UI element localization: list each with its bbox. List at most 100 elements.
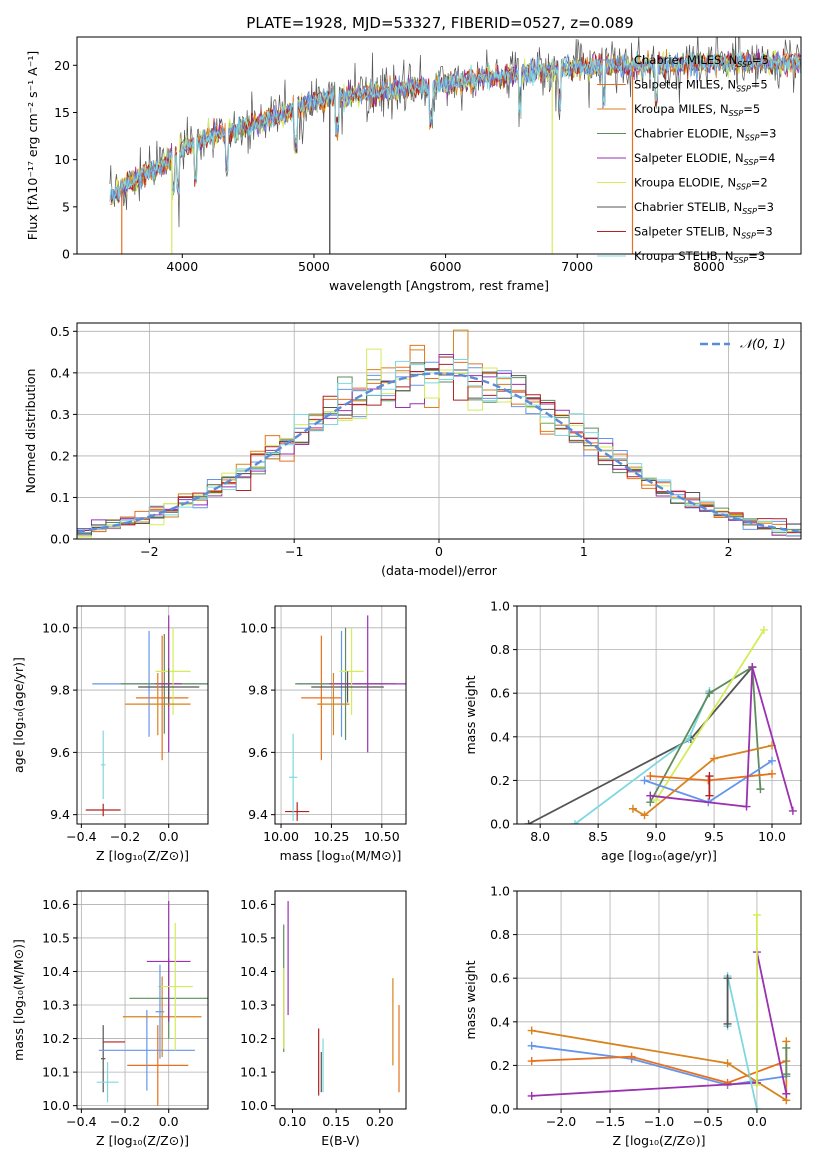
- legend-label-2: Kroupa MILES, NSSP=5: [634, 102, 760, 118]
- weight-marker-3-1: [759, 625, 768, 634]
- weight-line-7: [650, 666, 794, 812]
- residuals-ylabel: Normed distribution: [23, 369, 38, 494]
- mass-vs-extinction-panel: 0.10 0.15 0.20 10.0 10.1 10.2 10.3 10.4 10.5 10.6…: [240, 890, 407, 1148]
- weight-marker-4-2: [752, 1105, 761, 1109]
- histogram-7: [77, 363, 801, 539]
- spectrum-panel: 4000 5000 6000 7000 8000 0 5 10 15 20 wavelength […: [25, 36, 802, 293]
- y-tick-label-3: 10.0: [42, 620, 70, 635]
- weight-marker-6-0: [752, 1081, 761, 1090]
- weight-marker-6-0: [628, 804, 637, 813]
- y-tick-label-1: 0.2: [490, 773, 510, 788]
- mass-vs-Z-ylabel: mass [log₁₀(M/M⊙)]: [11, 939, 26, 1061]
- weight-marker-7-1: [782, 1043, 791, 1052]
- x-tick-label-0: −2: [140, 544, 158, 559]
- weight-line-6: [632, 744, 773, 817]
- weight-line-2: [649, 665, 762, 803]
- weight-marker-6-1: [752, 910, 761, 919]
- spectrum-frame: 4000 5000 6000 7000 8000 0 5 10 15 20 wavelength […: [25, 36, 802, 293]
- y-tick-label-0: 0.0: [490, 1102, 510, 1117]
- x-tick-label-4: 10.0: [758, 829, 786, 844]
- weight-marker-6-2: [710, 754, 719, 763]
- x-tick-label-2: 0.0: [159, 829, 179, 844]
- mass-vs-Z-frame: −0.4 −0.2 0.0 10.0 10.1 10.2 10.3 10.4 10.5 10.6 Z…: [11, 890, 209, 1148]
- x-tick-label-1: −0.2: [110, 829, 140, 844]
- mass-vs-ebv-marks: [283, 901, 400, 1096]
- mass-vs-ebv-xlabel: E(B-V): [321, 1133, 360, 1148]
- residuals-frame: −2 −1 0 1 2 0.0 0.1 0.2 0.3 0.4 0.5 (data-model)/er…: [23, 322, 802, 578]
- y-tick-label-2: 0.2: [50, 448, 70, 463]
- age-vs-mass-marks: [285, 615, 406, 821]
- y-tick-label-4: 10.4: [42, 964, 70, 979]
- age-vs-mass-axes: [275, 606, 406, 824]
- weight-marker-5-2: [768, 769, 777, 778]
- x-tick-label-2: −1.0: [644, 1114, 674, 1129]
- weight-marker-8-0: [705, 791, 714, 800]
- weight-marker-5-0: [646, 772, 655, 781]
- legend-label-6: Chabrier STELIB, NSSP=3: [634, 200, 774, 216]
- y-tick-label-3: 0.6: [490, 971, 510, 986]
- weight-line-3: [655, 629, 765, 801]
- x-tick-label-3: 9.5: [704, 829, 724, 844]
- x-tick-label-1: 10.25: [314, 829, 350, 844]
- age-vs-Z-ylabel: age [log₁₀(age/yr)]: [11, 657, 26, 773]
- mass-vs-Z-axes: [77, 891, 208, 1109]
- weight-marker-3-3: [782, 1089, 791, 1098]
- y-tick-label-6: 10.6: [42, 897, 70, 912]
- weight-marker-0-0: [527, 1041, 536, 1050]
- weight-vs-Z-marks: [527, 910, 791, 1109]
- y-tick-label-6: 10.6: [240, 897, 268, 912]
- age-vs-Z-marks: [85, 615, 208, 817]
- x-tick-label-2: 6000: [430, 259, 462, 274]
- x-tick-label-1: −1.5: [595, 1114, 625, 1129]
- x-tick-label-1: 0.15: [322, 1114, 350, 1129]
- x-tick-label-4: 8000: [693, 259, 725, 274]
- x-tick-label-1: −1: [285, 544, 303, 559]
- spectrum-ylabel: Flux [fλ10⁻¹⁷ erg cm⁻² s⁻¹ A⁻¹]: [25, 51, 40, 240]
- weight-marker-4-2: [768, 756, 777, 765]
- y-tick-label-2: 10.2: [240, 1031, 268, 1046]
- weight-marker-5-1: [723, 974, 732, 983]
- weight-marker-5-0: [723, 1019, 732, 1028]
- y-tick-label-2: 10: [54, 152, 70, 167]
- y-tick-label-3: 10.3: [42, 998, 70, 1013]
- legend-label-7: Salpeter STELIB, NSSP=3: [634, 225, 773, 241]
- weight-vs-Z-xlabel: Z [log₁₀(Z/Z⊙)]: [613, 1133, 706, 1148]
- y-tick-label-5: 1.0: [490, 884, 510, 899]
- y-tick-label-2: 0.4: [490, 1014, 510, 1029]
- y-tick-label-3: 10.3: [240, 998, 268, 1013]
- weight-marker-4-0: [640, 776, 649, 785]
- weight-marker-1-0: [527, 1057, 536, 1066]
- y-tick-label-4: 20: [54, 58, 70, 73]
- figure-title: PLATE=1928, MJD=53327, FIBERID=0527, z=0…: [246, 14, 633, 32]
- x-tick-label-1: 5000: [298, 259, 330, 274]
- weight-vs-metallicity-panel: −2.0 −1.5 −1.0 −0.5 0.0 0.0 0.2 0.4 0.6 0.8 1.0 Z […: [463, 884, 802, 1148]
- y-tick-label-0: 9.4: [248, 807, 268, 822]
- weight-marker-2-1: [705, 689, 714, 698]
- residuals-marks: [77, 329, 801, 539]
- y-tick-label-1: 9.6: [248, 745, 268, 760]
- age-vs-mass-panel: 10.00 10.25 10.50 9.4 9.6 9.8 10.0 mass [log₁₀(…: [240, 605, 407, 863]
- y-tick-label-4: 0.4: [50, 365, 70, 380]
- weight-marker-1-1: [684, 734, 693, 743]
- spectrum-xlabel: wavelength [Angstrom, rest frame]: [329, 278, 549, 293]
- x-tick-label-0: −0.4: [66, 1114, 96, 1129]
- y-tick-label-0: 0.0: [50, 532, 70, 547]
- x-tick-label-3: −0.5: [693, 1114, 723, 1129]
- y-tick-label-1: 9.6: [50, 745, 70, 760]
- y-tick-label-2: 0.4: [490, 729, 510, 744]
- axes-frame: [516, 605, 802, 825]
- y-tick-label-4: 0.8: [490, 642, 510, 657]
- x-tick-label-2: 0.0: [159, 1114, 179, 1129]
- residuals-panel: −2 −1 0 1 2 0.0 0.1 0.2 0.3 0.4 0.5 (data-model)/er…: [23, 322, 802, 578]
- x-tick-label-1: −0.2: [110, 1114, 140, 1129]
- y-tick-label-1: 10.1: [42, 1065, 70, 1080]
- mass-vs-metallicity-panel: −0.4 −0.2 0.0 10.0 10.1 10.2 10.3 10.4 10.5 10.6 Z…: [11, 890, 209, 1148]
- y-tick-label-2: 9.8: [50, 683, 70, 698]
- y-tick-label-5: 1.0: [490, 599, 510, 614]
- weight-marker-8-1: [705, 772, 714, 781]
- weight-marker-7-1: [742, 802, 751, 811]
- axes-frame: [274, 605, 407, 825]
- y-tick-label-5: 10.5: [240, 930, 268, 945]
- y-tick-label-5: 0.5: [50, 324, 70, 339]
- age-vs-Z-frame: −0.4 −0.2 0.0 9.4 9.6 9.8 10.0 Z [log₁₀(Z/Z⊙)] a…: [11, 605, 209, 863]
